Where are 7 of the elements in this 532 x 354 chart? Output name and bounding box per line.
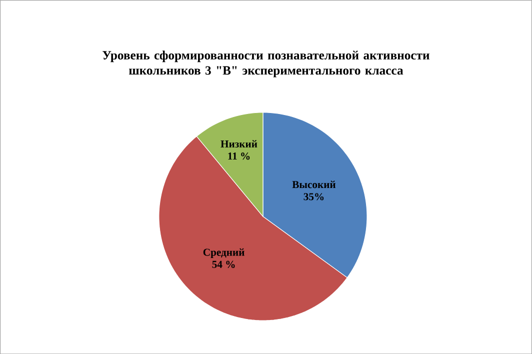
data-label: 54 % xyxy=(212,260,235,268)
chart-title: Уровень сформированности познавательной активности школьников 3 "В" экспериментального класса xyxy=(102,50,430,78)
slice-label: Высокий xyxy=(292,180,336,188)
data-label: 35% xyxy=(304,193,324,200)
slice-label: Низкий xyxy=(220,140,258,148)
data-label: 11 % xyxy=(228,152,250,160)
slice-label: Средний xyxy=(203,248,244,258)
